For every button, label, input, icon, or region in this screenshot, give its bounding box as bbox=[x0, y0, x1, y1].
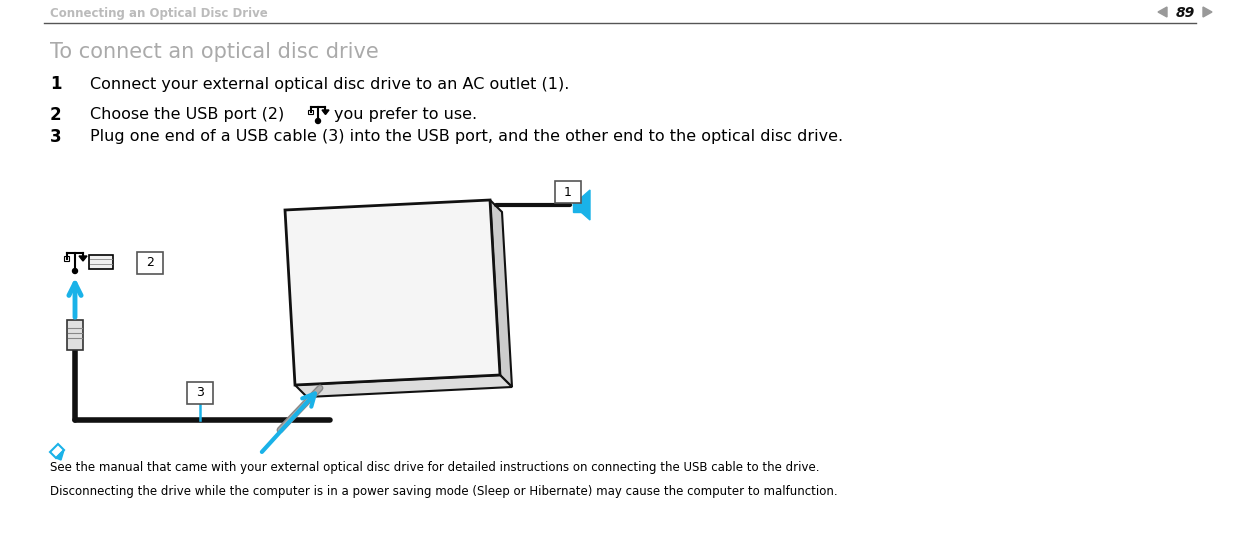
Text: Choose the USB port (2): Choose the USB port (2) bbox=[91, 108, 284, 123]
Polygon shape bbox=[1203, 7, 1211, 17]
Text: 1: 1 bbox=[50, 75, 62, 93]
Text: 3: 3 bbox=[50, 128, 62, 146]
Text: you prefer to use.: you prefer to use. bbox=[334, 108, 477, 123]
Bar bbox=[67, 320, 83, 350]
Text: Connect your external optical disc drive to an AC outlet (1).: Connect your external optical disc drive… bbox=[91, 77, 569, 92]
Text: To connect an optical disc drive: To connect an optical disc drive bbox=[50, 42, 378, 62]
Text: Connecting an Optical Disc Drive: Connecting an Optical Disc Drive bbox=[50, 7, 268, 20]
Circle shape bbox=[72, 268, 77, 274]
Text: 1: 1 bbox=[564, 186, 572, 199]
Bar bbox=[573, 198, 588, 212]
Polygon shape bbox=[79, 256, 87, 261]
Polygon shape bbox=[295, 375, 512, 397]
Circle shape bbox=[315, 118, 320, 123]
Text: 3: 3 bbox=[196, 387, 203, 400]
FancyBboxPatch shape bbox=[136, 252, 162, 274]
Polygon shape bbox=[1158, 7, 1167, 17]
Bar bbox=[64, 256, 69, 261]
Text: 89: 89 bbox=[1176, 6, 1194, 20]
Text: 2: 2 bbox=[146, 256, 154, 269]
Text: 2: 2 bbox=[50, 106, 62, 124]
Bar bbox=[308, 110, 312, 114]
Polygon shape bbox=[322, 110, 329, 115]
FancyBboxPatch shape bbox=[187, 382, 213, 404]
Polygon shape bbox=[285, 200, 500, 385]
Text: Plug one end of a USB cable (3) into the USB port, and the other end to the opti: Plug one end of a USB cable (3) into the… bbox=[91, 129, 843, 144]
Text: See the manual that came with your external optical disc drive for detailed inst: See the manual that came with your exter… bbox=[50, 462, 820, 475]
Polygon shape bbox=[56, 450, 64, 460]
FancyBboxPatch shape bbox=[89, 255, 113, 269]
Polygon shape bbox=[490, 200, 512, 387]
Text: Disconnecting the drive while the computer is in a power saving mode (Sleep or H: Disconnecting the drive while the comput… bbox=[50, 485, 838, 498]
FancyBboxPatch shape bbox=[556, 181, 582, 203]
Polygon shape bbox=[573, 190, 590, 220]
